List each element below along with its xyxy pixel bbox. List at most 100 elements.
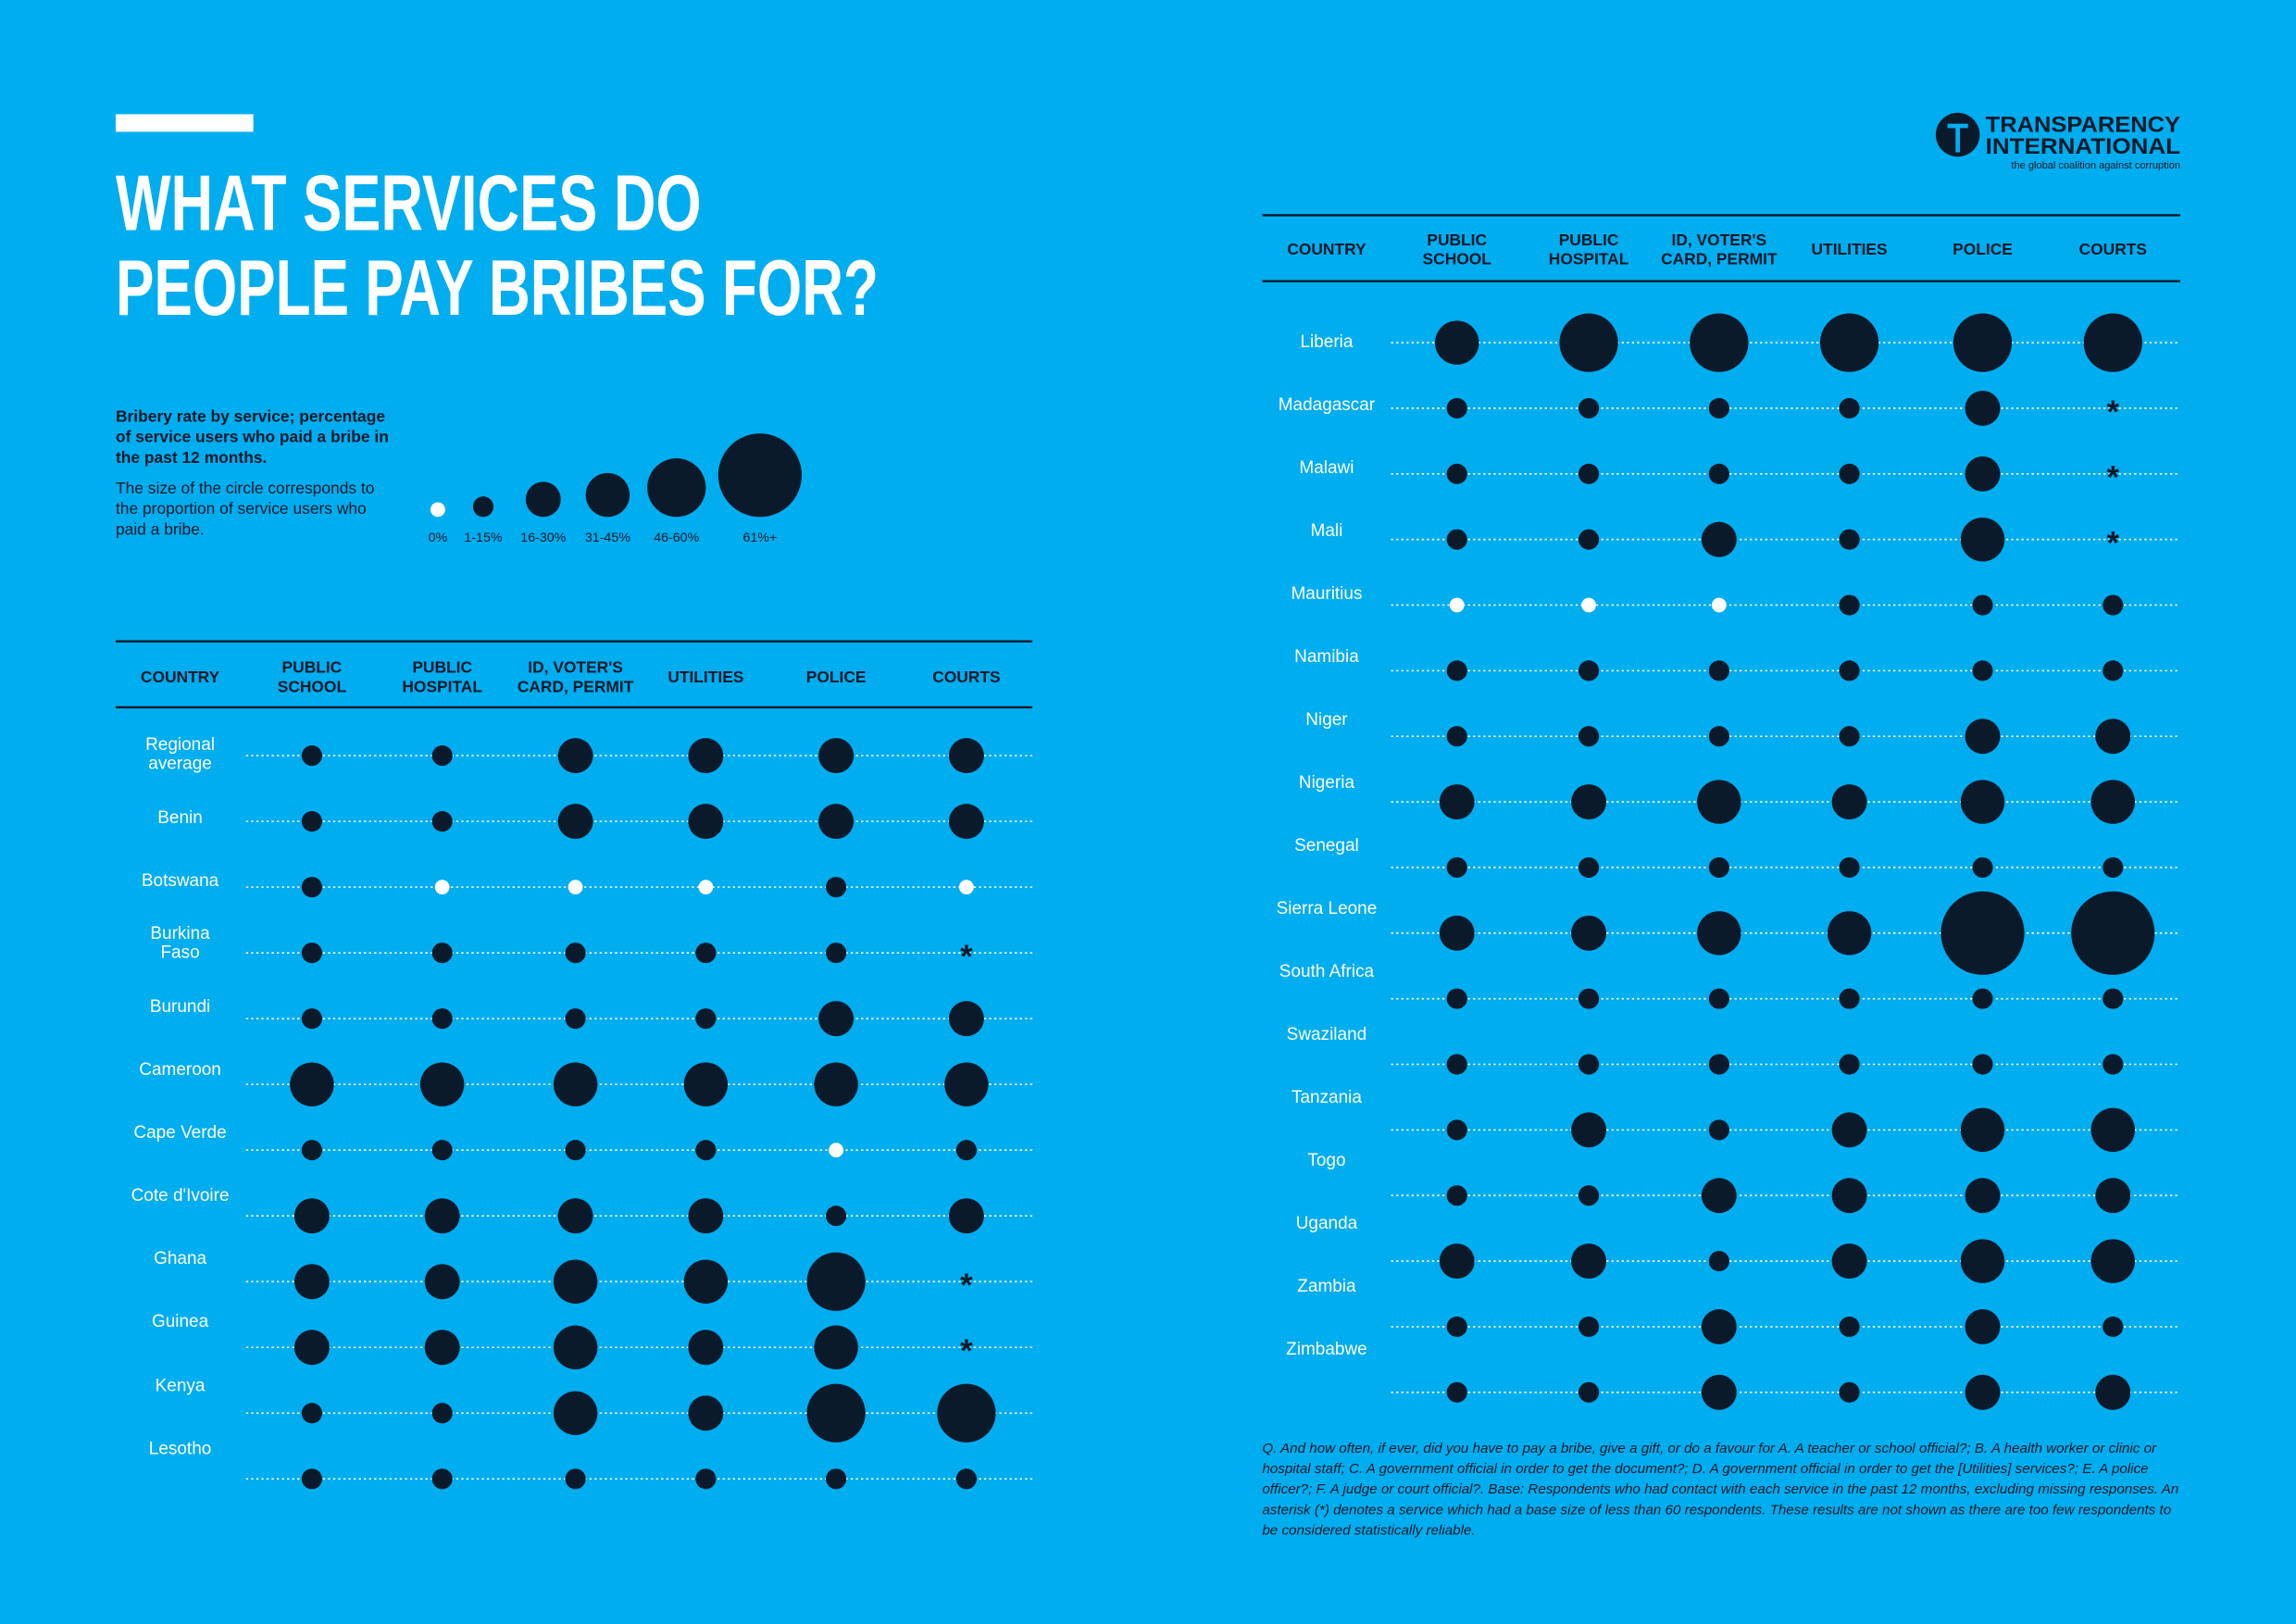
legend-label: 61%+	[742, 531, 777, 545]
row-label-box: Ghana	[154, 1249, 206, 1268]
bribery-circle	[1449, 597, 1465, 613]
bribery-circle	[431, 1008, 453, 1030]
bribery-circle	[424, 1330, 460, 1366]
row-label-box: Uganda	[1296, 1213, 1358, 1232]
bribery-circle	[1446, 856, 1467, 879]
bribery-circle	[424, 1264, 460, 1300]
bribery-circle	[565, 1468, 586, 1490]
bribery-circle	[2090, 780, 2136, 824]
row-label: Mali	[1310, 518, 1343, 540]
bribery-circle	[1831, 1112, 1867, 1148]
row-label-box: Sierra Leone	[1277, 898, 1378, 918]
column-header: POLICE	[1953, 240, 2013, 258]
bribery-circle	[424, 1198, 460, 1234]
column-header: COUNTRY	[1287, 240, 1366, 258]
logo-icon-mark	[1947, 123, 1968, 153]
bribery-circle	[1831, 1178, 1867, 1214]
bribery-circle	[565, 1008, 586, 1030]
title-line: WHAT SERVICES DO	[116, 159, 702, 247]
bribery-circle	[565, 943, 586, 964]
asterisk: *	[2107, 395, 2120, 431]
bribery-circle	[553, 1259, 598, 1304]
bribery-circle	[301, 745, 322, 767]
bribery-circle	[806, 1252, 866, 1311]
row-label-box: Benin	[157, 806, 203, 827]
row-label: Niger	[1305, 707, 1348, 729]
bribery-circle	[1839, 529, 1860, 550]
bribery-circle	[1965, 390, 2001, 426]
bribery-circle	[1972, 856, 1993, 879]
bribery-circle	[1571, 1112, 1607, 1148]
bribery-circle	[1578, 988, 1600, 1009]
bribery-circle	[301, 1403, 322, 1424]
bribery-circle	[1578, 1381, 1600, 1403]
bribery-circle	[948, 804, 984, 840]
bribery-circle	[826, 877, 847, 898]
column-header: ID, VOTER'S	[528, 658, 623, 677]
bribery-circle	[1839, 726, 1860, 747]
bribery-circle	[2103, 1316, 2124, 1338]
bribery-circle	[431, 943, 453, 964]
legend-label: 46-60%	[654, 531, 699, 545]
bribery-circle	[301, 811, 322, 832]
bribery-circle	[434, 880, 450, 895]
bribery-circle	[553, 1391, 598, 1435]
bribery-circle	[1708, 1251, 1729, 1272]
bribery-circle	[1965, 456, 2001, 492]
legend-heading-box: Bribery rate by service; percentage of s…	[116, 408, 389, 467]
bribery-circle	[1960, 517, 2005, 562]
bribery-circle	[944, 1062, 989, 1106]
bribery-circle	[1827, 911, 1872, 956]
row-label-box: Cape Verde	[133, 1122, 226, 1142]
bribery-circle	[2103, 660, 2124, 681]
column-header: PUBLIC	[1559, 231, 1619, 249]
bribery-circle	[826, 1206, 847, 1227]
legend-circle	[472, 496, 494, 518]
legend-label: 0%	[429, 531, 448, 545]
column-header: COURTS	[932, 668, 1000, 686]
row-label: Zimbabwe	[1286, 1337, 1367, 1358]
legend-description: The size of the circle corresponds to th…	[115, 480, 375, 540]
bribery-circle	[1708, 463, 1729, 484]
bribery-circle	[1697, 780, 1741, 824]
bribery-circle	[829, 1143, 844, 1158]
row-label: Botswana	[141, 868, 219, 891]
bribery-circle	[1960, 780, 2005, 824]
column-header: CARD, PERMIT	[518, 677, 634, 695]
bribery-circle	[293, 1330, 330, 1366]
bribery-circle	[1701, 1308, 1737, 1344]
bribery-circle	[2103, 988, 2124, 1009]
bribery-circle	[290, 1062, 334, 1106]
column-header: HOSPITAL	[402, 677, 482, 695]
bribery-circle	[557, 804, 593, 840]
bribery-circle	[1446, 1185, 1467, 1206]
column-header: COURTS	[2079, 240, 2147, 258]
bribery-circle	[1953, 313, 2013, 372]
row-label: Benin	[157, 806, 203, 827]
row-label-box: Lesotho	[149, 1438, 212, 1457]
bribery-circle	[1446, 1381, 1467, 1403]
row-label: Kenya	[155, 1374, 206, 1395]
bribery-circle	[1831, 1243, 1867, 1280]
bribery-circle	[301, 1468, 322, 1490]
bribery-circle	[293, 1264, 330, 1300]
legend-circle	[585, 472, 630, 518]
row-label-box: Togo	[1307, 1150, 1345, 1169]
row-label: Cote d'Ivoire	[131, 1184, 230, 1206]
bribery-circle	[1839, 988, 1860, 1009]
title-line: PEOPLE PAY BRIBES FOR?	[116, 244, 879, 332]
column-header: COUNTRY	[141, 668, 220, 686]
bribery-circle	[1701, 1178, 1737, 1214]
legend-label: 1-15%	[464, 531, 502, 545]
bribery-circle	[1446, 463, 1467, 484]
row-label-box: Nigeria	[1299, 772, 1354, 792]
legend-circle	[430, 502, 445, 518]
bribery-circle	[1578, 856, 1600, 879]
bribery-circle	[2103, 856, 2124, 879]
bribery-circle	[1439, 915, 1475, 951]
row-label-box: Burkina Faso	[150, 924, 209, 962]
logo-name: TRANSPARENCY	[1986, 113, 2181, 137]
row-label-box: Regional average	[145, 734, 215, 772]
row-label: Madagascar	[1278, 393, 1376, 414]
bribery-circle	[688, 1395, 724, 1431]
